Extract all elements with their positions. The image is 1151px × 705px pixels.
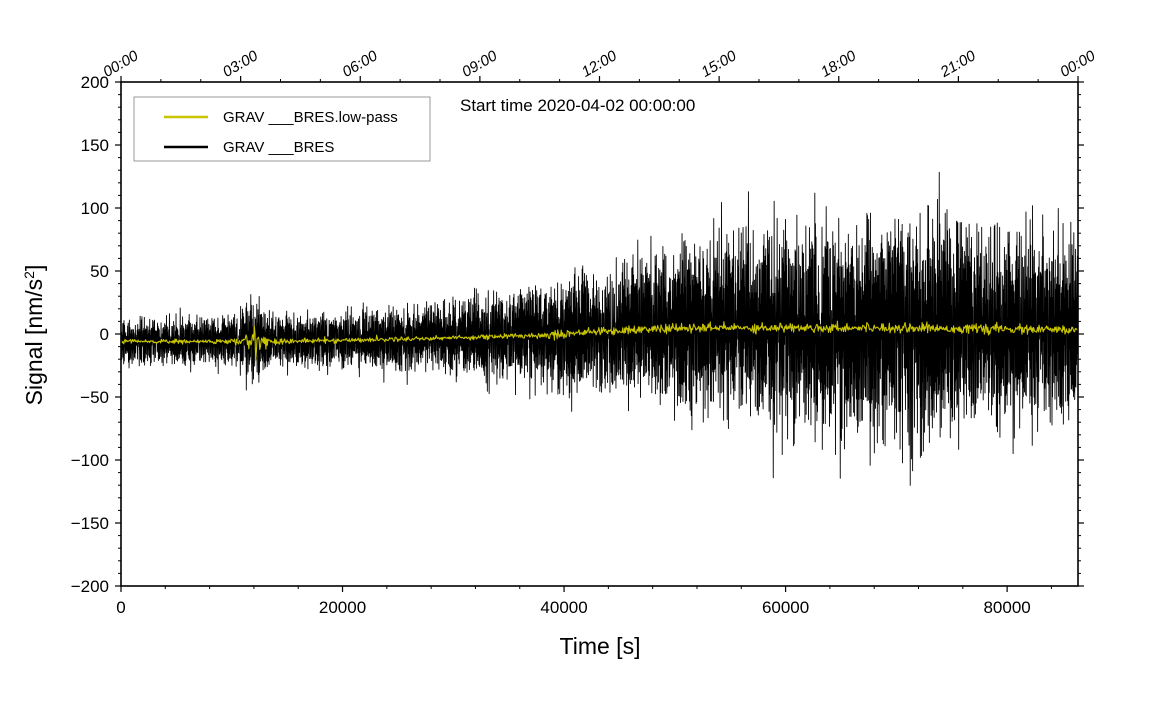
legend-label-lowpass: GRAV ___BRES.low-pass: [223, 109, 398, 126]
y-axis-title-sup: 2: [21, 271, 37, 279]
y-axis-title-end: ]: [21, 265, 47, 271]
series-line-raw: [120, 171, 1079, 486]
x-tick-label: 80000: [983, 598, 1030, 617]
x-tick-label: 60000: [762, 598, 809, 617]
top-time-label: 00:00: [1057, 47, 1099, 81]
top-time-label: 18:00: [818, 47, 860, 81]
top-time-label: 15:00: [698, 47, 740, 81]
x-axis-title: Time [s]: [560, 633, 641, 659]
y-tick-label: 100: [81, 199, 109, 218]
y-axis-title: Signal [nm/s2]: [21, 265, 47, 406]
y-tick-label: 0: [100, 325, 109, 344]
top-time-label: 00:00: [100, 47, 142, 81]
top-time-label: 12:00: [579, 47, 621, 81]
start-time-annotation: Start time 2020-04-02 00:00:00: [460, 96, 695, 115]
legend: GRAV ___BRES.low-pass GRAV ___BRES: [133, 96, 431, 162]
series-line-lowpass: [120, 320, 1079, 362]
y-tick-label: −100: [71, 451, 109, 470]
y-tick-label: 150: [81, 136, 109, 155]
top-time-label: 09:00: [459, 47, 501, 81]
y-tick-label: −50: [80, 388, 109, 407]
y-tick-label: 200: [81, 73, 109, 92]
top-time-label: 06:00: [339, 47, 381, 81]
legend-box: [133, 96, 431, 162]
top-time-label: 03:00: [220, 47, 262, 81]
x-tick-label: 40000: [540, 598, 587, 617]
traces-layer: [120, 171, 1079, 486]
y-tick-label: −200: [71, 577, 109, 596]
y-tick-label: −150: [71, 514, 109, 533]
x-tick-label: 20000: [319, 598, 366, 617]
x-tick-label: 0: [116, 598, 125, 617]
y-axis-title-main: Signal [nm/s: [21, 279, 47, 406]
y-tick-label: 50: [90, 262, 109, 281]
legend-label-raw: GRAV ___BRES: [223, 139, 334, 156]
